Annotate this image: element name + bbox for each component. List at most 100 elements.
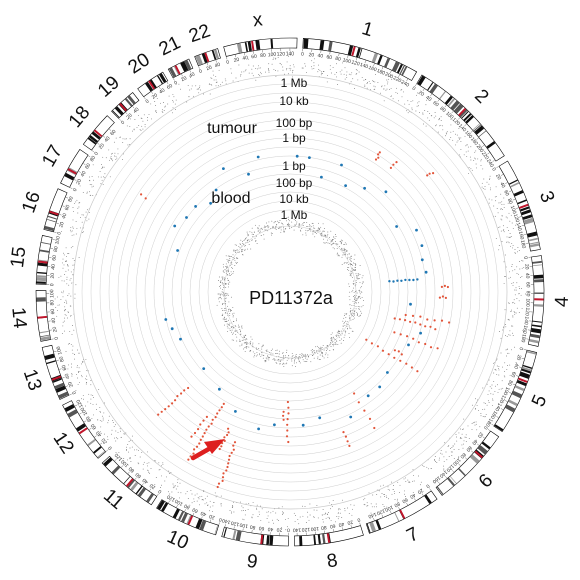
outer-scatter-point	[322, 514, 323, 515]
inner-scatter-point	[227, 274, 228, 275]
outer-scatter-point	[268, 515, 269, 516]
chromosome-label-3: 3	[535, 188, 558, 205]
outer-scatter-point	[82, 214, 83, 215]
inner-scatter-point	[247, 346, 248, 347]
outer-scatter-point	[502, 380, 503, 381]
outer-scatter-point	[64, 274, 65, 275]
inner-scatter-point	[331, 340, 332, 341]
tumour-point	[434, 319, 436, 321]
inner-scatter-point	[344, 248, 345, 249]
outer-scatter-point	[340, 509, 341, 510]
outer-scatter-point	[242, 519, 243, 520]
outer-scatter-point	[288, 518, 289, 519]
outer-scatter-point	[457, 135, 458, 136]
outer-scatter-point	[114, 156, 115, 157]
tumour-point	[286, 429, 288, 431]
outer-scatter-point	[456, 437, 457, 438]
outer-scatter-point	[464, 440, 465, 441]
inner-scatter-point	[223, 264, 224, 265]
inner-scatter-point	[227, 324, 228, 325]
inner-scatter-point	[322, 356, 323, 357]
outer-scatter-point	[151, 118, 152, 119]
outer-scatter-point	[338, 516, 339, 517]
outer-scatter-point	[375, 74, 376, 75]
inner-scatter-point	[231, 267, 232, 268]
tick-label: 80	[67, 195, 75, 203]
inner-scatter-point	[345, 253, 346, 254]
outer-scatter-point	[130, 448, 131, 449]
outer-scatter-point	[402, 96, 403, 97]
inner-scatter-point	[287, 224, 288, 225]
outer-scatter-point	[100, 171, 101, 172]
outer-scatter-point	[421, 482, 422, 483]
inner-scatter-point	[229, 282, 230, 283]
outer-scatter-point	[513, 228, 514, 229]
outer-scatter-point	[270, 512, 271, 513]
inner-scatter-point	[330, 241, 331, 242]
outer-scatter-point	[286, 68, 287, 69]
tumour-point	[358, 401, 360, 403]
outer-scatter-point	[511, 266, 512, 267]
chromosome-label-20: 20	[125, 49, 154, 78]
inner-scatter-point	[252, 343, 253, 344]
tumour-point	[283, 419, 285, 421]
outer-scatter-point	[398, 100, 399, 101]
outer-scatter-point	[442, 454, 443, 455]
outer-scatter-point	[354, 88, 355, 89]
outer-scatter-point	[80, 217, 81, 218]
inner-scatter-point	[267, 225, 268, 226]
inner-scatter-point	[279, 222, 280, 223]
inner-scatter-point	[316, 230, 317, 231]
tick-label: 40	[95, 430, 103, 438]
chromosome-label-12: 12	[49, 429, 78, 458]
outer-scatter-point	[246, 69, 247, 70]
outer-scatter-point	[475, 398, 476, 399]
outer-scatter-point	[72, 265, 73, 266]
outer-scatter-point	[71, 315, 72, 316]
outer-scatter-point	[269, 72, 270, 73]
inner-scatter-point	[319, 229, 320, 230]
inner-scatter-point	[254, 232, 255, 233]
outer-scatter-point	[187, 491, 188, 492]
outer-scatter-point	[132, 436, 133, 437]
outer-scatter-point	[290, 68, 291, 69]
outer-scatter-point	[103, 184, 104, 185]
inner-scatter-point	[349, 318, 350, 319]
inner-scatter-point	[342, 328, 343, 329]
outer-scatter-point	[233, 81, 234, 82]
inner-scatter-point	[286, 363, 287, 364]
inner-scatter-point	[276, 353, 277, 354]
tick-label: 60	[251, 54, 258, 61]
inner-scatter-point	[235, 326, 236, 327]
inner-scatter-point	[305, 361, 306, 362]
inner-scatter-point	[354, 318, 355, 319]
tumour-point	[345, 436, 347, 438]
outer-scatter-point	[241, 72, 242, 73]
tick-label: 20	[58, 221, 65, 228]
outer-scatter-point	[201, 496, 202, 497]
outer-scatter-point	[404, 494, 405, 495]
outer-scatter-point	[307, 517, 308, 518]
tumour-point	[379, 151, 381, 153]
outer-scatter-point	[176, 489, 177, 490]
outer-scatter-point	[510, 237, 511, 238]
inner-scatter-point	[319, 348, 320, 349]
inner-scatter-point	[232, 334, 233, 335]
outer-scatter-point	[513, 245, 514, 246]
chromosome-label-19: 19	[94, 72, 124, 102]
outer-scatter-point	[508, 278, 509, 279]
outer-scatter-point	[515, 249, 516, 250]
inner-scatter-point	[272, 233, 273, 234]
inner-scatter-point	[253, 356, 254, 357]
inner-scatter-point	[223, 292, 224, 293]
inner-scatter-point	[355, 263, 356, 264]
blood-point	[302, 424, 305, 427]
outer-scatter-point	[93, 404, 94, 405]
inner-scatter-point	[324, 228, 325, 229]
outer-scatter-point	[484, 409, 485, 410]
inner-scatter-point	[237, 250, 238, 251]
outer-scatter-point	[287, 61, 288, 62]
outer-scatter-point	[68, 270, 69, 271]
tick-label: 20	[180, 75, 188, 83]
outer-scatter-point	[501, 389, 502, 390]
